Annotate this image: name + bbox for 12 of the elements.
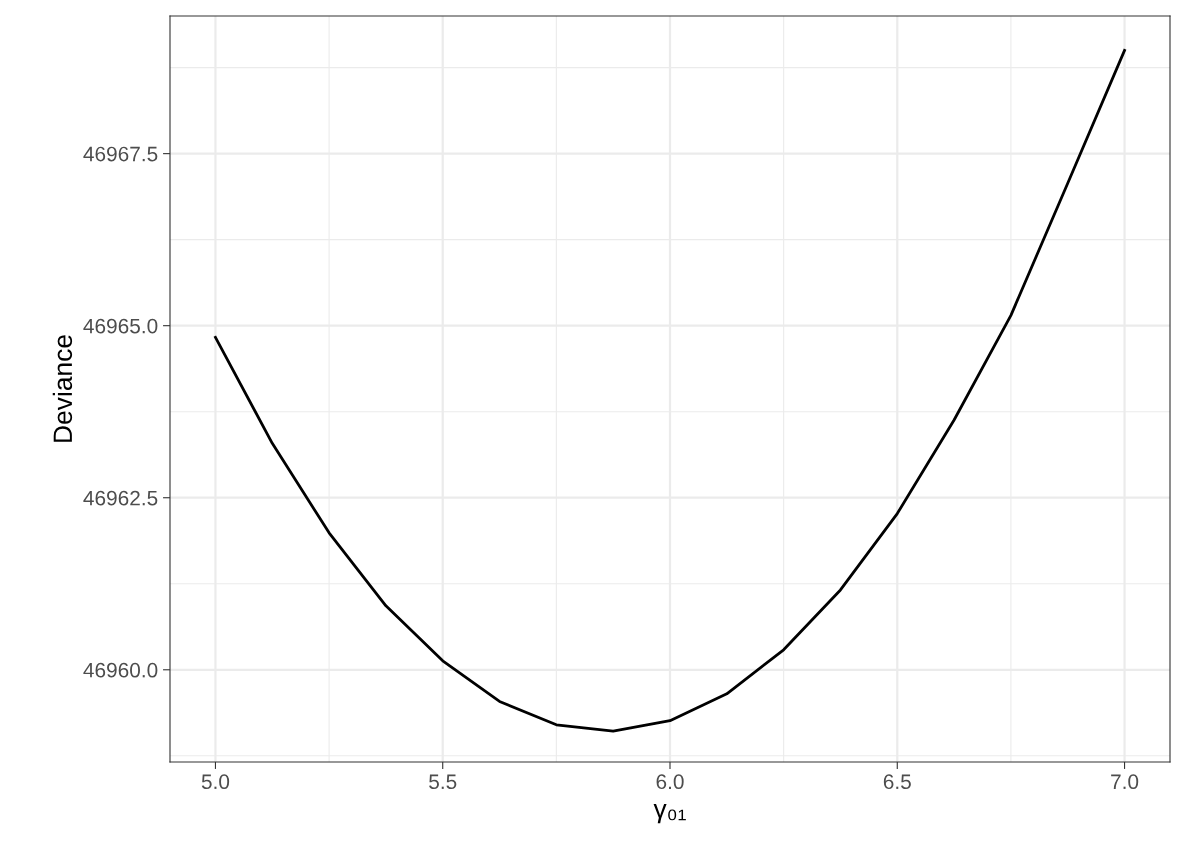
line-series [214, 49, 1126, 733]
x-tick-label: 6.0 [656, 774, 684, 790]
y-tick-label: 46962.5 [83, 490, 158, 506]
x-tick-label: 7.0 [1111, 774, 1139, 790]
y-tick-label: 46967.5 [83, 146, 158, 162]
x-tick-label: 5.0 [201, 774, 230, 790]
y-tick-label: 46960.0 [83, 662, 158, 678]
x-tick-label: 5.5 [429, 774, 457, 790]
y-axis-title: Deviance [52, 335, 73, 442]
x-tick-label: 6.5 [883, 774, 911, 790]
x-axis-title: γ₀₁ [653, 803, 686, 824]
y-tick-label: 46965.0 [83, 318, 158, 334]
